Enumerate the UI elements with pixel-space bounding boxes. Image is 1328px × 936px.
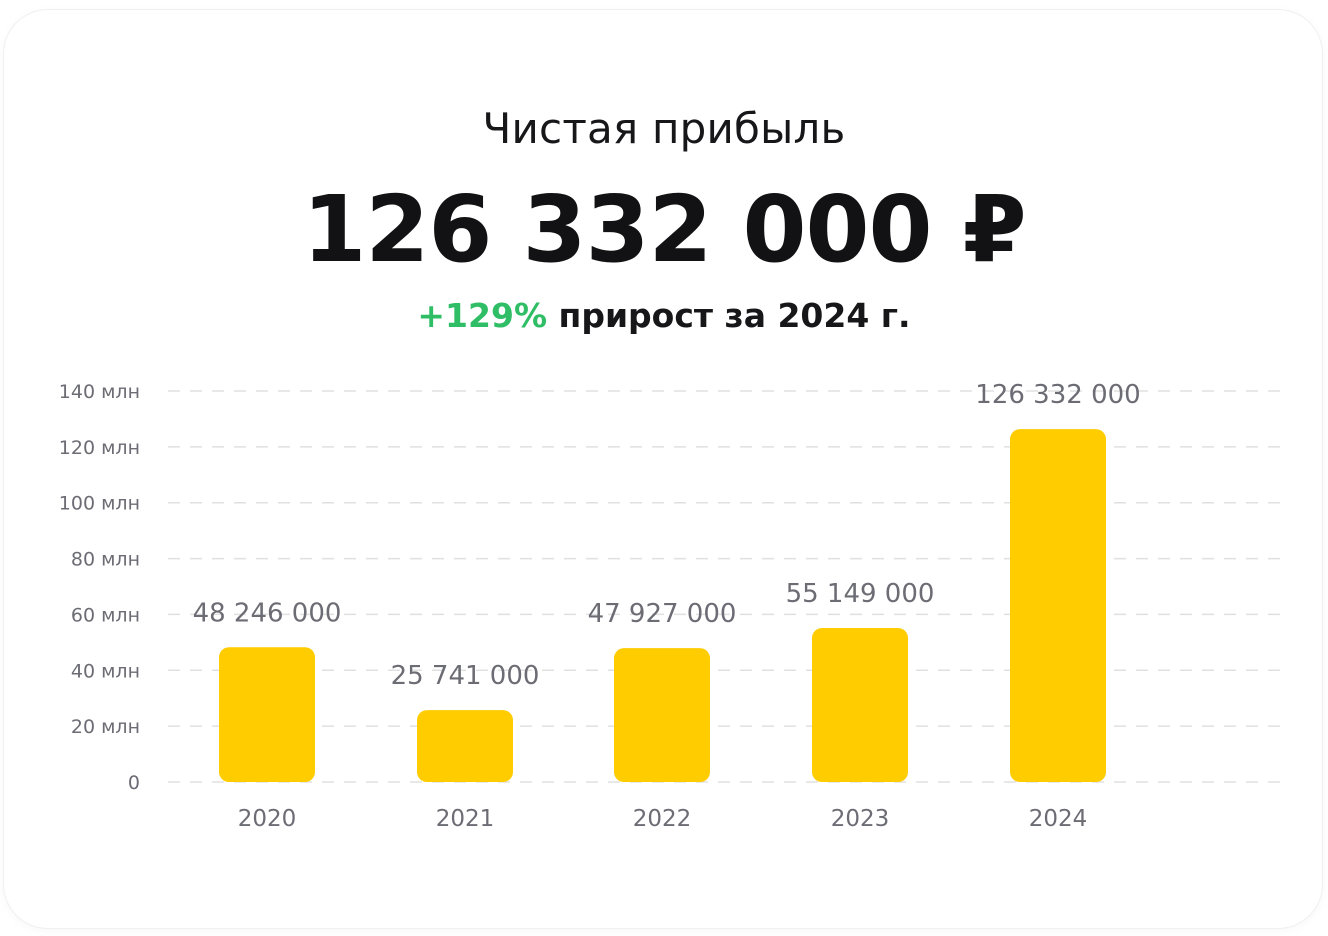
value-label: 126 332 000	[975, 380, 1140, 410]
value-label: 48 246 000	[193, 598, 342, 628]
bar-2022	[614, 648, 710, 782]
chart-title: Чистая прибыль	[482, 104, 846, 153]
y-tick-label: 0	[128, 772, 140, 794]
x-tick-label: 2020	[238, 806, 297, 832]
value-label: 47 927 000	[588, 599, 737, 629]
y-tick-label: 60 млн	[71, 604, 140, 626]
bar-2023	[812, 627, 908, 782]
y-tick-label: 20 млн	[71, 716, 140, 738]
x-tick-label: 2024	[1029, 806, 1088, 832]
bar-2024	[1010, 429, 1106, 782]
growth-percent: +129%	[417, 296, 548, 335]
y-tick-label: 40 млн	[71, 660, 140, 682]
growth-summary: +129% прирост за 2024 г.	[0, 296, 1328, 335]
value-label: 55 149 000	[786, 579, 935, 609]
x-tick-label: 2023	[831, 806, 890, 832]
y-tick-label: 80 млн	[71, 549, 140, 571]
bar-2021	[417, 710, 513, 782]
value-label: 25 741 000	[391, 661, 540, 691]
total-amount: 126 332 000 ₽	[302, 176, 1026, 283]
x-tick-label: 2022	[633, 806, 692, 832]
growth-label: прирост за 2024 г.	[558, 296, 911, 335]
y-tick-label: 100 млн	[59, 493, 140, 515]
x-tick-label: 2021	[436, 806, 495, 832]
bar-2020	[219, 647, 315, 782]
y-tick-label: 140 млн	[59, 381, 140, 403]
y-tick-label: 120 млн	[59, 437, 140, 459]
